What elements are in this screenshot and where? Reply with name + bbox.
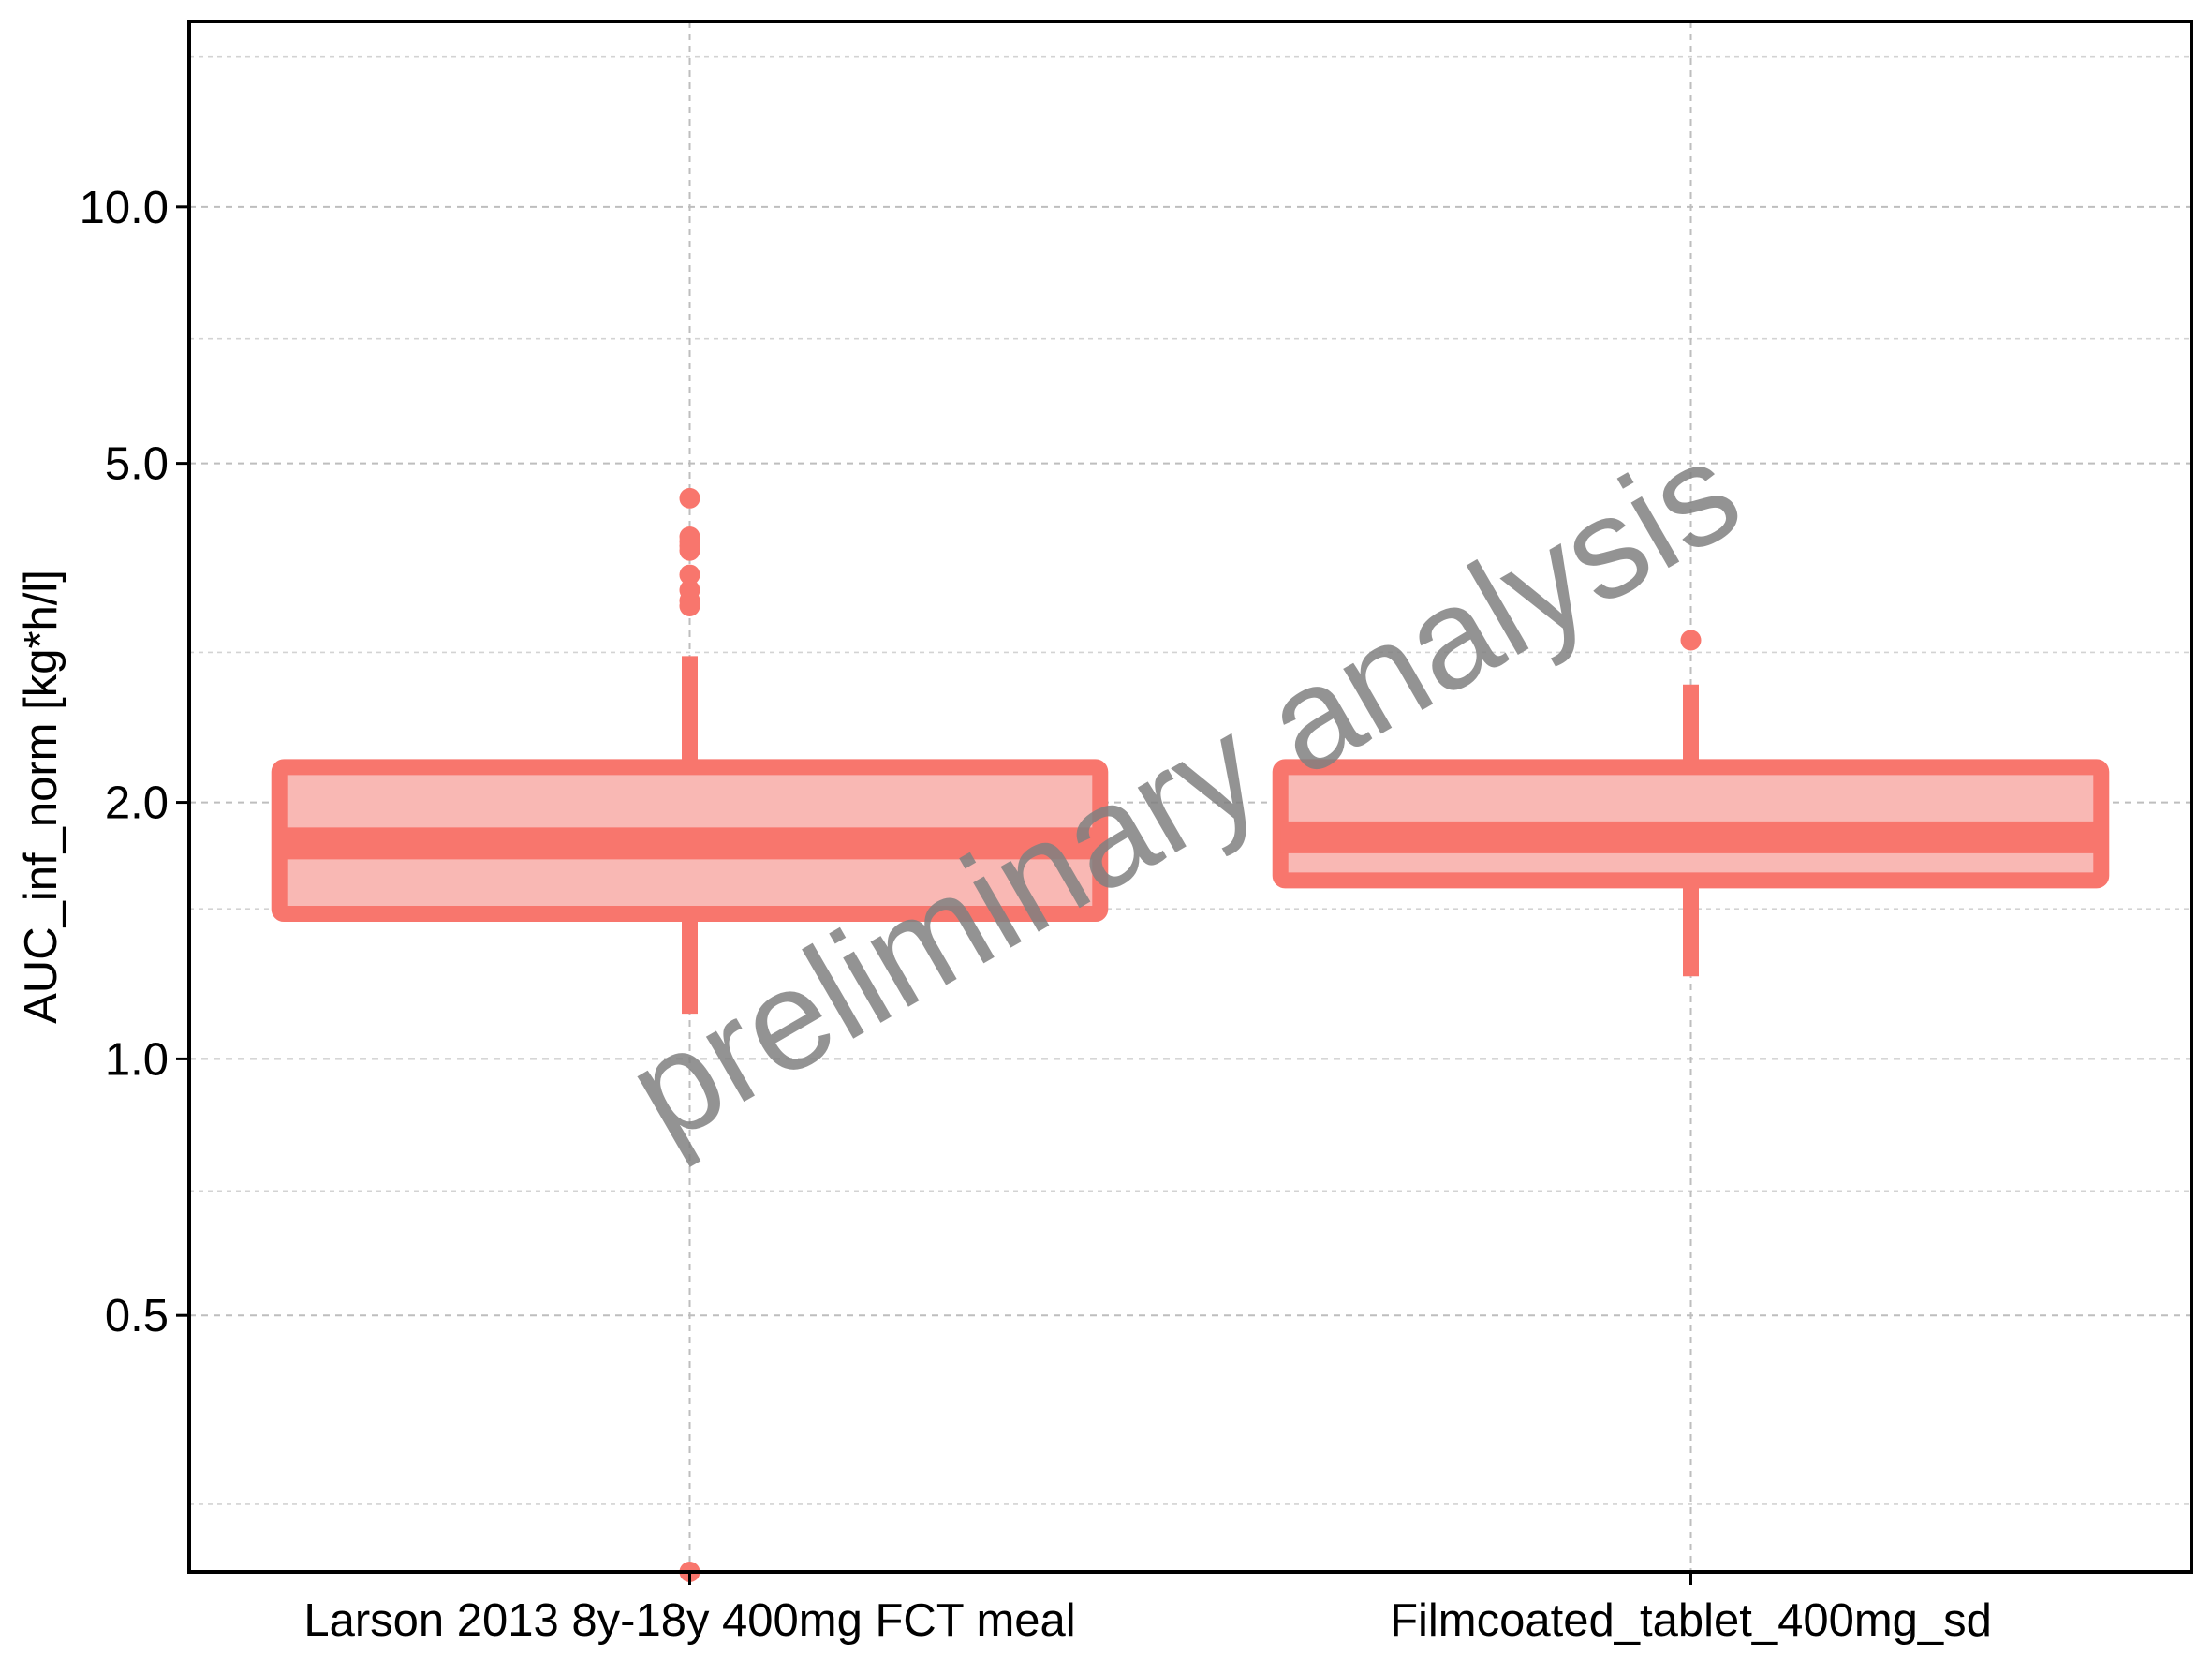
axes: 0.5 1.0 2.0 5.0 10.0 Larson 2013 8y-18y 400mg… [80,183,1992,1646]
outlier-point [1680,630,1702,651]
outlier-point [679,540,700,561]
y-axis-title: AUC_inf_norm [kg*h/l] [16,570,66,1024]
outlier-point [679,487,700,509]
grid-lines [189,22,2191,1572]
box-group [1272,630,2110,977]
y-tick-label: 2.0 [105,778,169,829]
x-tick-label: Larson 2013 8y-18y 400mg FCT meal [303,1595,1075,1646]
box-group [271,487,1109,1582]
outlier-point [679,564,700,585]
y-tick-label: 5.0 [105,439,169,490]
outlier-point [679,595,700,616]
y-tick-label: 10.0 [80,183,169,233]
y-tick-label: 0.5 [105,1291,169,1341]
x-tick-label: Filmcoated_tablet_400mg_sd [1390,1595,1992,1646]
y-tick-label: 1.0 [105,1034,169,1085]
boxplots [271,487,2110,1582]
plot-frame [187,20,2193,1574]
